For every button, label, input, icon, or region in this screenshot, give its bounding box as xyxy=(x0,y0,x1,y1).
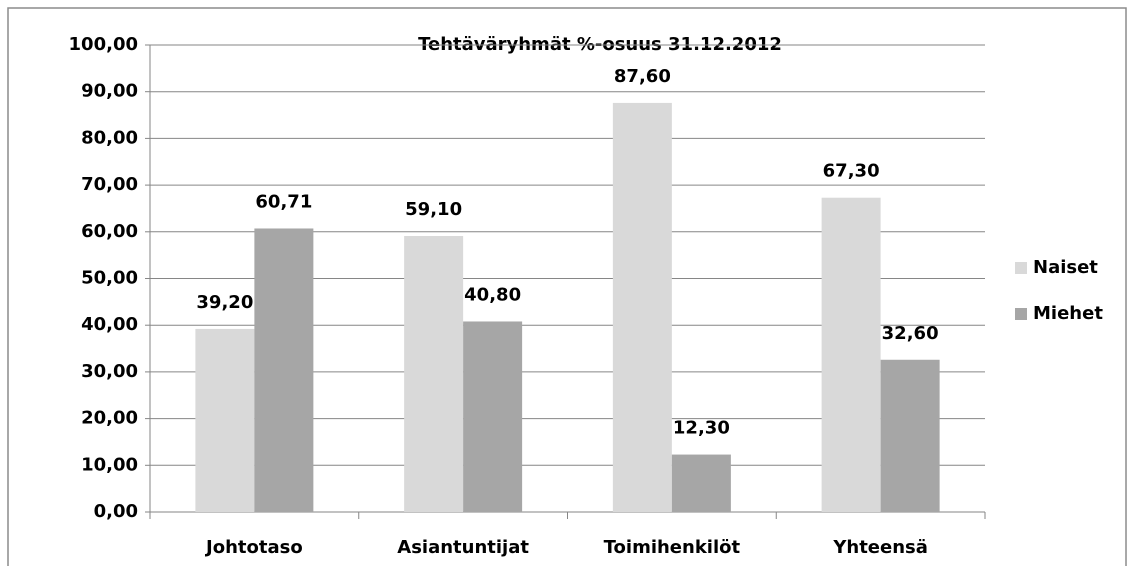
y-tick-label: 50,00 xyxy=(81,268,138,289)
bar xyxy=(195,328,255,512)
legend-label: Naiset xyxy=(1033,257,1098,278)
legend-swatch xyxy=(1015,308,1027,320)
y-tick-label: 60,00 xyxy=(81,221,138,242)
x-tick-label: Asiantuntijat xyxy=(397,537,529,558)
bar xyxy=(821,197,881,513)
x-tick-label: Yhteensä xyxy=(832,537,928,558)
legend-swatch xyxy=(1015,262,1027,274)
chart-frame xyxy=(7,7,1127,566)
y-tick-label: 40,00 xyxy=(81,314,138,335)
data-label: 32,60 xyxy=(882,323,939,344)
y-tick-label: 90,00 xyxy=(81,81,138,102)
y-tick-label: 20,00 xyxy=(81,408,138,429)
data-label: 67,30 xyxy=(823,161,880,182)
bar xyxy=(612,102,672,513)
data-label: 12,30 xyxy=(673,418,730,439)
y-tick-label: 70,00 xyxy=(81,174,138,195)
y-tick-label: 100,00 xyxy=(69,34,138,55)
data-label: 87,60 xyxy=(614,66,671,87)
data-label: 39,20 xyxy=(196,292,253,313)
bar xyxy=(254,228,314,512)
bar xyxy=(671,454,731,512)
x-tick-label: Toimihenkilöt xyxy=(604,537,741,558)
data-label: 40,80 xyxy=(464,284,521,305)
bar xyxy=(463,321,523,512)
legend-label: Miehet xyxy=(1033,303,1103,324)
y-tick-label: 30,00 xyxy=(81,361,138,382)
bar xyxy=(880,359,940,512)
x-tick-label: Johtotaso xyxy=(204,537,303,558)
data-label: 59,10 xyxy=(405,199,462,220)
y-tick-label: 0,00 xyxy=(94,501,138,522)
y-tick-label: 10,00 xyxy=(81,454,138,475)
y-tick-label: 80,00 xyxy=(81,127,138,148)
bar xyxy=(404,236,464,513)
data-label: 60,71 xyxy=(255,191,312,212)
